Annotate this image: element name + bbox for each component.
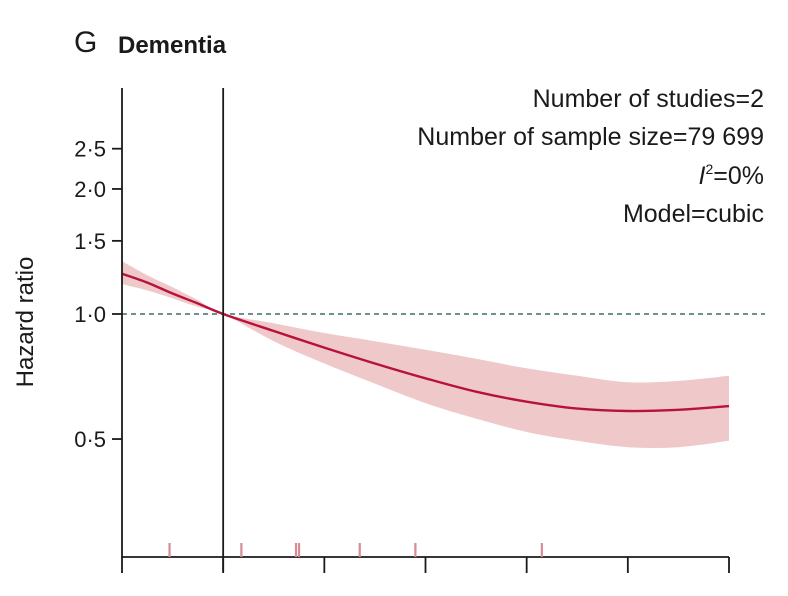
i2-superscript: 2 [705, 161, 713, 177]
hazard-ratio-curve [121, 272, 730, 413]
confidence-band [122, 261, 729, 448]
panel-title: Dementia [118, 32, 227, 59]
plot-area: 0·5 1·0 1·5 2·0 2·5 [74, 88, 765, 573]
y-tick-label: 1·0 [74, 302, 106, 327]
annotation-i2: I2=0% [699, 161, 764, 190]
i2-symbol: I [699, 162, 706, 190]
annotation-model: Model=cubic [623, 200, 764, 228]
annotation-sample-size: Number of sample size=79 699 [417, 123, 764, 151]
annotation-studies: Number of studies=2 [533, 85, 764, 113]
i2-value: =0% [713, 162, 764, 190]
panel-letter: G [74, 26, 97, 59]
y-tick-label: 2·5 [74, 137, 106, 162]
y-tick-label: 0·5 [74, 427, 106, 452]
y-tick-label: 1·5 [74, 229, 106, 254]
y-axis-label: Hazard ratio [12, 257, 39, 388]
y-tick-label: 2·0 [74, 177, 106, 202]
